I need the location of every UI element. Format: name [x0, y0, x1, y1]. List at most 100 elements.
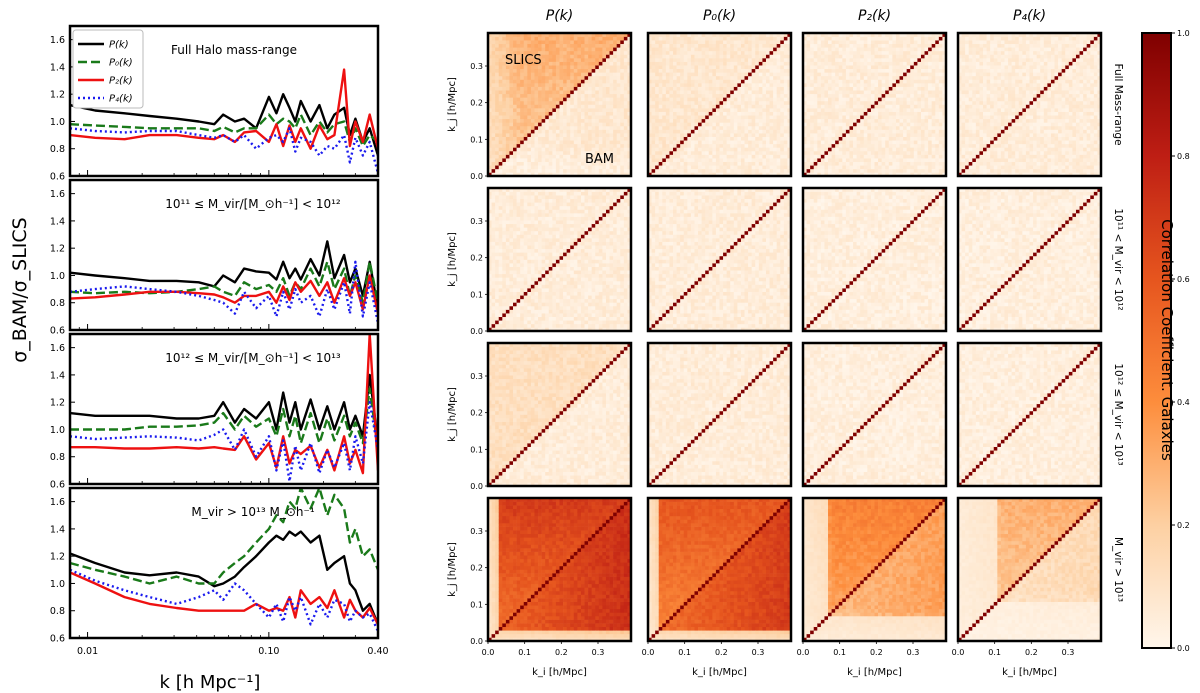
- legend-label: P(k): [109, 40, 129, 51]
- colorbar-tick-label: 0.8: [1177, 152, 1190, 161]
- x-axis-label: k [h Mpc⁻¹]: [160, 672, 261, 693]
- y-axis-label: k_j [h/Mpc]: [447, 77, 458, 132]
- y-tick-label: 0.6: [50, 172, 65, 183]
- y-tick-label: 1.0: [50, 579, 65, 590]
- column-title: P(k): [546, 8, 573, 24]
- y-tick-label: 0.8: [50, 606, 65, 617]
- panel-annotation: M_vir > 10¹³ M_⊙h⁻¹: [191, 505, 314, 519]
- correlation-matrix: [803, 33, 946, 176]
- colorbar-tick-label: 0.6: [1177, 275, 1190, 284]
- correlation-matrix-grid: SLICS BAM 0.0 0.1 0.2 0.3 k_j [h/Mpc] P(k) P₀(k)…: [447, 8, 1124, 678]
- colorbar-label: Correlation Coefficient. Galaxies: [1158, 219, 1176, 461]
- x-tick-label: 0.01: [77, 646, 98, 657]
- x-tick-label: 0.0: [797, 648, 810, 657]
- x-tick-label: 0.1: [518, 648, 531, 657]
- y-axis-label: k_j [h/Mpc]: [447, 542, 458, 597]
- y-tick-label: 0.1: [470, 135, 483, 144]
- y-axis-label: k_j [h/Mpc]: [447, 232, 458, 287]
- colorbar-tick-label: 0.0: [1177, 644, 1190, 653]
- correlation-matrix: [803, 188, 946, 331]
- x-tick-label: 0.2: [555, 648, 568, 657]
- x-tick-label: 0.0: [952, 648, 965, 657]
- ratio-panel: 0.6 0.8 1.0 1.2 1.4 1.6 M_vir > 10¹³ M_⊙h⁻¹: [50, 488, 378, 645]
- x-tick-label: 0.0: [642, 648, 655, 657]
- colorbar-tick-label: 1.0: [1177, 29, 1190, 38]
- y-tick-label: 1.4: [50, 216, 65, 227]
- y-tick-label: 1.6: [50, 343, 65, 354]
- lower-triangle-label: BAM: [585, 152, 614, 167]
- ratio-panel: 0.6 0.8 1.0 1.2 1.4 1.6 10¹¹ ≤ M_vir/[M_⊙h⁻¹] …: [50, 180, 378, 337]
- y-tick-label: 0.3: [470, 372, 483, 381]
- y-axis-label: σ_BAM/σ_SLICS: [9, 217, 31, 363]
- y-tick-label: 0.2: [470, 254, 483, 263]
- y-tick-label: 0.6: [50, 480, 65, 491]
- correlation-matrix: 10¹² ≤ M_vir < 10¹³: [958, 343, 1124, 486]
- colorbar-tick-label: 0.4: [1177, 398, 1190, 407]
- y-tick-label: 1.2: [50, 398, 65, 409]
- y-tick-label: 0.8: [50, 298, 65, 309]
- series-line: [70, 241, 378, 309]
- y-tick-label: 0.0: [470, 637, 483, 646]
- x-tick-label: 0.3: [752, 648, 765, 657]
- y-tick-label: 1.0: [50, 271, 65, 282]
- x-tick-label: 0.2: [870, 648, 883, 657]
- x-tick-label: 0.1: [678, 648, 691, 657]
- row-label: 10¹² ≤ M_vir < 10¹³: [1112, 363, 1124, 465]
- y-tick-label: 0.0: [470, 172, 483, 181]
- panel-annotation: 10¹¹ ≤ M_vir/[M_⊙h⁻¹] < 10¹²: [165, 197, 341, 211]
- y-tick-label: 1.4: [50, 62, 65, 73]
- correlation-matrix: 0.00.10.20.3k_j [h/Mpc]0.0 0.1 0.2 0.3k_i […: [447, 498, 631, 678]
- y-tick-label: 1.2: [50, 244, 65, 255]
- series-line: [70, 570, 378, 631]
- y-tick-label: 0.1: [470, 445, 483, 454]
- y-tick-label: 0.3: [470, 527, 483, 536]
- y-tick-label: 0.3: [470, 62, 483, 71]
- row-label: M_vir > 10¹³: [1112, 537, 1124, 602]
- legend-label: P₀(k): [109, 58, 133, 69]
- y-tick-label: 0.8: [50, 452, 65, 463]
- correlation-matrix: Full Mass-range: [958, 33, 1124, 176]
- y-tick-label: 0.6: [50, 326, 65, 337]
- correlation-matrix: 0.0 0.1 0.2 0.3k_i [h/Mpc]: [642, 498, 792, 678]
- column-title: P₄(k): [1013, 8, 1046, 24]
- x-axis-label: k_i [h/Mpc]: [847, 667, 902, 678]
- colorbar-tick-label: 0.2: [1177, 521, 1190, 530]
- y-tick-label: 1.0: [50, 117, 65, 128]
- y-tick-label: 0.2: [470, 409, 483, 418]
- y-tick-label: 1.2: [50, 552, 65, 563]
- correlation-matrix: 10¹¹ < M_vir < 10¹²: [958, 188, 1124, 331]
- correlation-matrix: 0.00.10.20.3k_j [h/Mpc]: [447, 343, 631, 491]
- correlation-matrix: SLICS BAM 0.0 0.1 0.2 0.3 k_j [h/Mpc]: [447, 33, 631, 181]
- y-tick-label: 1.6: [50, 35, 65, 46]
- x-axis-label: k_i [h/Mpc]: [532, 667, 587, 678]
- x-tick-label: 0.1: [988, 648, 1001, 657]
- row-label: Full Mass-range: [1112, 63, 1124, 145]
- legend-label: P₄(k): [109, 94, 133, 105]
- correlation-matrix: 0.0 0.1 0.2 0.3k_i [h/Mpc]: [797, 498, 947, 678]
- x-tick-label: 0.10: [258, 646, 279, 657]
- y-tick-label: 0.2: [470, 564, 483, 573]
- column-title: P₀(k): [703, 8, 736, 24]
- y-tick-label: 1.6: [50, 497, 65, 508]
- x-tick-label: 0.2: [1025, 648, 1038, 657]
- y-tick-label: 0.3: [470, 217, 483, 226]
- correlation-matrix: [648, 343, 791, 486]
- y-tick-label: 0.0: [470, 327, 483, 336]
- y-tick-label: 0.6: [50, 634, 65, 645]
- x-axis-label: k_i [h/Mpc]: [692, 667, 747, 678]
- x-tick-label: 0.40: [367, 646, 388, 657]
- correlation-matrix: 0.0 0.1 0.2 0.3 k_j [h/Mpc]: [447, 188, 631, 336]
- x-tick-label: 0.3: [1062, 648, 1075, 657]
- legend-label: P₂(k): [109, 76, 133, 87]
- y-tick-label: 0.2: [470, 99, 483, 108]
- y-tick-label: 1.4: [50, 524, 65, 535]
- y-tick-label: 1.6: [50, 189, 65, 200]
- series-line: [70, 128, 378, 173]
- x-axis-label: k_i [h/Mpc]: [1002, 667, 1057, 678]
- y-tick-label: 0.1: [470, 290, 483, 299]
- upper-triangle-label: SLICS: [505, 53, 542, 68]
